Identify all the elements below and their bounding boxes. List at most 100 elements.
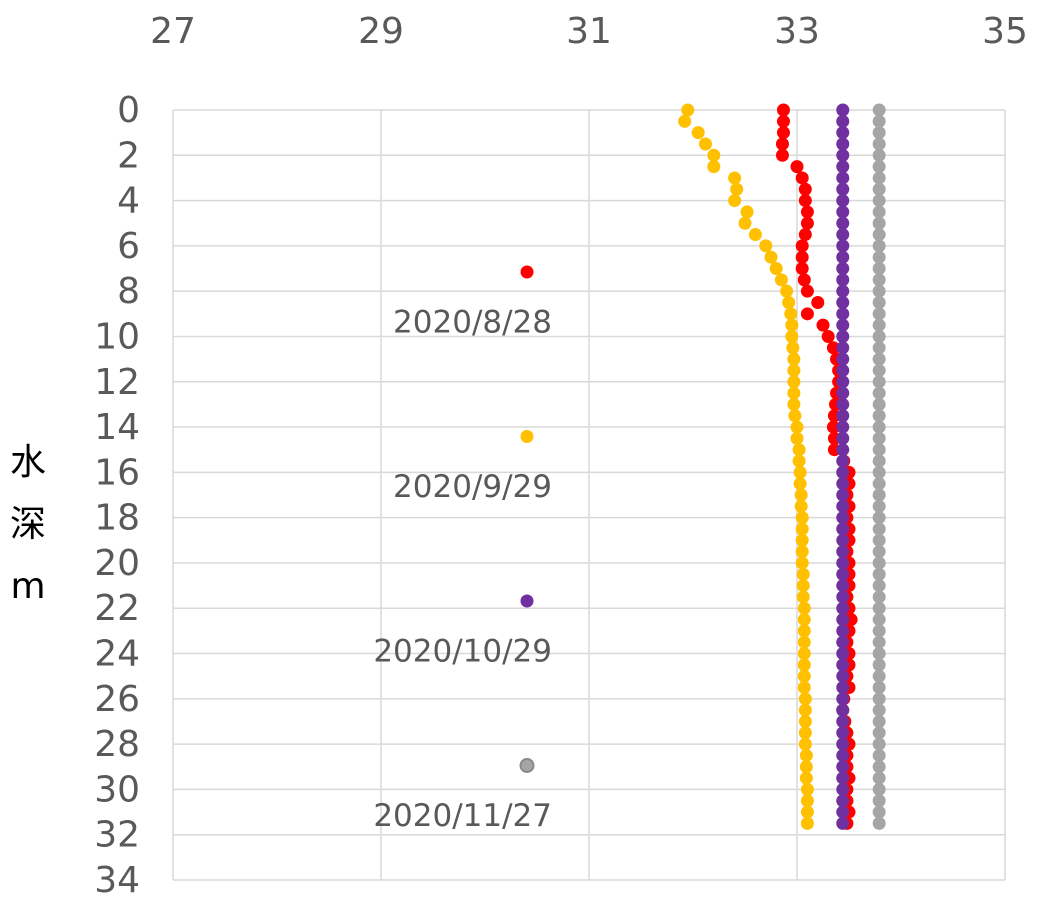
point bbox=[836, 579, 850, 593]
point bbox=[836, 216, 850, 230]
point bbox=[798, 692, 812, 706]
point bbox=[836, 805, 850, 819]
point bbox=[785, 329, 799, 343]
point bbox=[776, 103, 790, 117]
point bbox=[836, 205, 850, 219]
point bbox=[798, 228, 812, 242]
point bbox=[787, 386, 801, 400]
point bbox=[836, 148, 850, 162]
point bbox=[872, 296, 886, 309]
point bbox=[787, 352, 801, 366]
point bbox=[730, 182, 744, 196]
point bbox=[748, 228, 762, 242]
legend-label: 2020/9/29 bbox=[393, 469, 552, 505]
point bbox=[816, 318, 830, 332]
legend-label: 2020/8/28 bbox=[393, 305, 552, 341]
point bbox=[872, 126, 886, 140]
point bbox=[836, 669, 850, 683]
point bbox=[836, 522, 850, 536]
point bbox=[798, 726, 812, 740]
point bbox=[872, 216, 886, 230]
point bbox=[798, 703, 812, 717]
point bbox=[707, 148, 721, 162]
point bbox=[872, 511, 886, 525]
y-tick-label: 28 bbox=[94, 724, 140, 765]
point bbox=[787, 397, 801, 411]
point bbox=[872, 669, 886, 683]
point bbox=[872, 681, 886, 694]
point bbox=[799, 771, 813, 785]
point bbox=[795, 545, 809, 559]
point bbox=[872, 250, 886, 264]
point bbox=[836, 318, 850, 332]
point bbox=[800, 816, 814, 830]
point bbox=[836, 692, 850, 706]
point bbox=[793, 465, 807, 479]
y-tick-label: 30 bbox=[94, 769, 140, 810]
point bbox=[872, 613, 886, 627]
point bbox=[738, 216, 752, 230]
point bbox=[872, 590, 886, 604]
point bbox=[872, 601, 886, 615]
point bbox=[836, 703, 850, 717]
point bbox=[872, 816, 886, 830]
point bbox=[795, 522, 809, 536]
point bbox=[872, 635, 886, 649]
x-tick-label: 27 bbox=[150, 11, 196, 52]
point bbox=[681, 103, 695, 117]
point bbox=[872, 658, 886, 672]
point bbox=[836, 126, 850, 140]
y-tick-label: 24 bbox=[94, 634, 140, 675]
point bbox=[836, 748, 850, 762]
point bbox=[798, 714, 812, 728]
x-tick-label: 35 bbox=[982, 11, 1028, 52]
point bbox=[872, 171, 886, 185]
point bbox=[836, 307, 850, 321]
point bbox=[872, 103, 886, 117]
point bbox=[872, 397, 886, 411]
point bbox=[800, 284, 814, 298]
point bbox=[784, 307, 798, 321]
series bbox=[836, 103, 850, 830]
point bbox=[836, 681, 850, 694]
point bbox=[872, 726, 886, 740]
point bbox=[836, 352, 850, 366]
point bbox=[795, 171, 809, 185]
point bbox=[872, 556, 886, 570]
point bbox=[872, 567, 886, 581]
point bbox=[836, 488, 850, 502]
y-tick-label: 18 bbox=[94, 498, 140, 539]
point bbox=[836, 182, 850, 196]
point bbox=[800, 205, 814, 219]
point bbox=[836, 194, 850, 208]
point bbox=[872, 647, 886, 661]
point bbox=[707, 160, 721, 174]
point bbox=[787, 375, 801, 389]
point bbox=[872, 465, 886, 479]
point bbox=[836, 137, 850, 151]
point bbox=[698, 137, 712, 151]
point bbox=[872, 137, 886, 151]
legend-label: 2020/10/29 bbox=[373, 634, 552, 670]
point bbox=[775, 137, 789, 151]
point bbox=[797, 681, 811, 694]
legend-marker bbox=[519, 758, 535, 773]
point bbox=[795, 250, 809, 264]
y-tick-label: 20 bbox=[94, 543, 140, 584]
point bbox=[836, 635, 850, 649]
point bbox=[797, 647, 811, 661]
point bbox=[780, 284, 794, 298]
point bbox=[836, 296, 850, 309]
point bbox=[872, 341, 886, 355]
point bbox=[782, 296, 796, 309]
point bbox=[836, 329, 850, 343]
point bbox=[872, 522, 886, 536]
point bbox=[826, 341, 840, 355]
point bbox=[872, 352, 886, 366]
point bbox=[836, 171, 850, 185]
y-tick-label: 32 bbox=[94, 815, 140, 856]
point bbox=[821, 329, 835, 343]
point bbox=[728, 171, 742, 185]
series bbox=[678, 103, 814, 830]
point bbox=[872, 714, 886, 728]
